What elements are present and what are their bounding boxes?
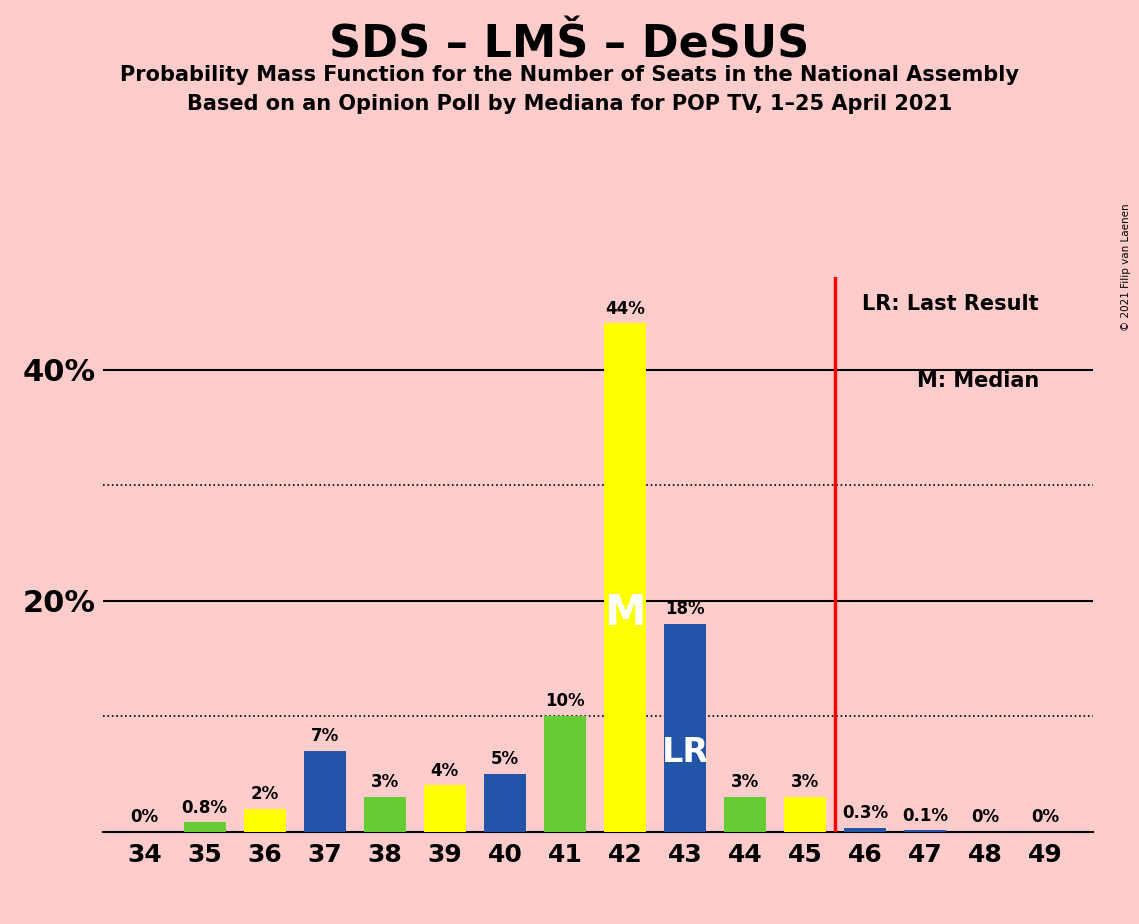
Bar bbox=[664, 624, 706, 832]
Text: 10%: 10% bbox=[546, 692, 584, 711]
Text: 3%: 3% bbox=[792, 773, 819, 791]
Text: 7%: 7% bbox=[311, 727, 338, 745]
Text: 5%: 5% bbox=[491, 750, 519, 768]
Bar bbox=[784, 796, 826, 832]
Bar bbox=[244, 808, 286, 832]
Text: 2%: 2% bbox=[251, 784, 279, 803]
Text: M: Median: M: Median bbox=[917, 371, 1039, 392]
Bar bbox=[304, 750, 346, 832]
Bar bbox=[604, 323, 646, 832]
Text: 0.3%: 0.3% bbox=[842, 805, 888, 822]
Text: 4%: 4% bbox=[431, 761, 459, 780]
Bar bbox=[844, 828, 886, 832]
Bar bbox=[424, 785, 466, 832]
Bar bbox=[484, 774, 526, 832]
Text: M: M bbox=[605, 592, 646, 634]
Bar bbox=[724, 796, 767, 832]
Text: 0%: 0% bbox=[972, 808, 999, 826]
Text: LR: LR bbox=[662, 736, 708, 769]
Text: 0%: 0% bbox=[131, 808, 158, 826]
Text: 0%: 0% bbox=[1031, 808, 1059, 826]
Text: Based on an Opinion Poll by Mediana for POP TV, 1–25 April 2021: Based on an Opinion Poll by Mediana for … bbox=[187, 94, 952, 115]
Text: 0.1%: 0.1% bbox=[902, 807, 949, 824]
Text: SDS – LMŠ – DeSUS: SDS – LMŠ – DeSUS bbox=[329, 23, 810, 67]
Text: Probability Mass Function for the Number of Seats in the National Assembly: Probability Mass Function for the Number… bbox=[120, 65, 1019, 85]
Text: 3%: 3% bbox=[731, 773, 760, 791]
Text: LR: Last Result: LR: Last Result bbox=[862, 294, 1039, 314]
Text: 44%: 44% bbox=[605, 299, 645, 318]
Bar bbox=[363, 796, 405, 832]
Bar bbox=[544, 716, 585, 832]
Bar bbox=[183, 822, 226, 832]
Bar bbox=[904, 831, 947, 832]
Text: 18%: 18% bbox=[665, 600, 705, 618]
Text: © 2021 Filip van Laenen: © 2021 Filip van Laenen bbox=[1121, 203, 1131, 331]
Text: 0.8%: 0.8% bbox=[181, 798, 228, 817]
Text: 3%: 3% bbox=[370, 773, 399, 791]
